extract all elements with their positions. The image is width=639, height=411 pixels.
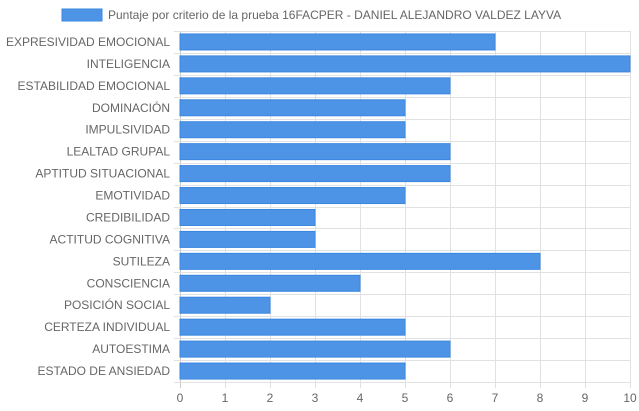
x-tick-label: 0 (177, 391, 184, 405)
category-label: CONSCIENCIA (87, 276, 170, 290)
x-tick-label: 3 (312, 391, 319, 405)
legend-swatch (61, 8, 103, 22)
bar[interactable] (179, 55, 631, 73)
category-label: CREDIBILIDAD (86, 210, 170, 224)
chart-legend[interactable]: Puntaje por criterio de la prueba 16FACP… (61, 8, 561, 22)
bar[interactable] (179, 318, 406, 336)
bar[interactable] (179, 121, 406, 139)
category-label: AUTOESTIMA (92, 342, 170, 356)
category-label: INTELIGENCIA (87, 57, 170, 71)
bar[interactable] (179, 165, 451, 183)
x-axis-tick-labels: 0 1 2 3 4 5 6 7 8 9 10 (177, 391, 637, 405)
category-label: EXPRESIVIDAD EMOCIONAL (6, 35, 170, 49)
bar[interactable] (179, 340, 451, 358)
category-label: CERTEZA INDIVIDUAL (44, 320, 170, 334)
bar[interactable] (179, 187, 406, 205)
bar[interactable] (179, 143, 451, 161)
bars (179, 33, 631, 380)
bar[interactable] (179, 208, 316, 226)
x-tick-label: 8 (537, 391, 544, 405)
x-tick-label: 4 (357, 391, 364, 405)
x-tick-label: 2 (267, 391, 274, 405)
x-tick-label: 6 (447, 391, 454, 405)
category-label: ESTABILIDAD EMOCIONAL (18, 79, 171, 93)
bar[interactable] (179, 77, 451, 95)
category-label: LEALTAD GRUPAL (67, 145, 171, 159)
category-label: IMPULSIVIDAD (85, 123, 170, 137)
category-label: SUTILEZA (113, 254, 170, 268)
bar[interactable] (179, 252, 541, 270)
x-tick-label: 1 (222, 391, 229, 405)
x-tick-label: 7 (492, 391, 499, 405)
category-label: POSICIÓN SOCIAL (64, 297, 170, 312)
category-label: ESTADO DE ANSIEDAD (38, 364, 171, 378)
x-tick-label: 10 (623, 391, 637, 405)
category-label: ACTITUD COGNITIVA (50, 232, 170, 246)
bar[interactable] (179, 274, 361, 292)
category-label: EMOTIVIDAD (95, 189, 170, 203)
bar[interactable] (179, 362, 406, 380)
bar[interactable] (179, 296, 271, 314)
bar[interactable] (179, 230, 316, 248)
y-axis-labels: EXPRESIVIDAD EMOCIONAL INTELIGENCIA ESTABI… (6, 35, 170, 378)
category-label: DOMINACIÓN (92, 100, 170, 115)
legend-label: Puntaje por criterio de la prueba 16FACP… (108, 8, 561, 22)
bar[interactable] (179, 99, 406, 117)
category-label: APTITUD SITUACIONAL (35, 167, 170, 181)
x-tick-label: 9 (582, 391, 589, 405)
x-tick-label: 5 (402, 391, 409, 405)
bar[interactable] (179, 33, 496, 51)
